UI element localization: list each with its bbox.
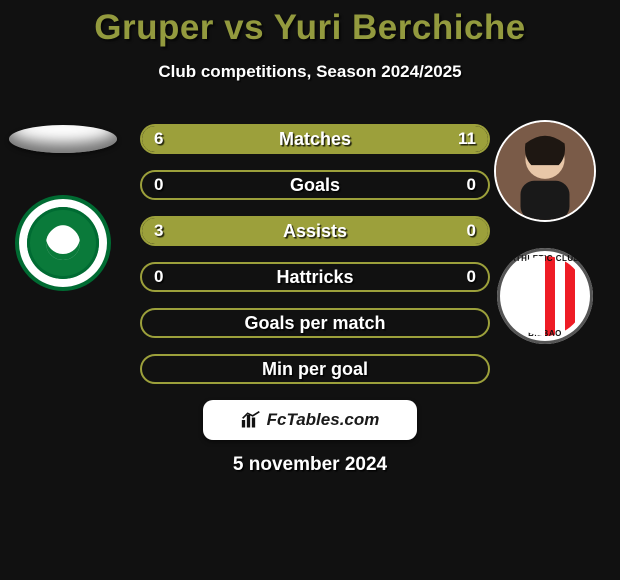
chart-icon	[241, 411, 261, 429]
club-right-bottom-text: BILBAO	[497, 329, 593, 338]
stat-bar: Goals per match	[140, 308, 490, 338]
stat-bar: Hattricks0 0	[140, 262, 490, 292]
stat-bar-label: Goals	[142, 175, 488, 196]
person-icon	[496, 121, 594, 221]
page-title: Gruper vs Yuri Berchiche	[0, 0, 620, 48]
stat-bar-label: Goals per match	[142, 313, 488, 334]
stat-value-left: 0	[154, 175, 163, 195]
page-subtitle: Club competitions, Season 2024/2025	[0, 62, 620, 82]
stat-value-right: 11	[458, 129, 476, 149]
infographic-date: 5 november 2024	[0, 454, 620, 476]
right-player-avatar	[494, 120, 596, 222]
right-club-badge: ATHLETIC CLUB BILBAO	[497, 248, 593, 344]
stat-bar: Assists30	[140, 216, 490, 246]
eagle-icon	[46, 226, 80, 260]
stat-value-left: 0	[154, 267, 163, 287]
stat-value-right: 0	[467, 175, 476, 195]
attribution-pill[interactable]: FcTables.com	[203, 400, 417, 440]
stat-value-left: 6	[154, 129, 163, 149]
stat-value-right: 0	[467, 221, 476, 241]
stat-bar: Min per goal	[140, 354, 490, 384]
stats-panel: Matches611Goals00Assists30Hattricks00Goa…	[140, 124, 490, 384]
attribution-label: FcTables.com	[267, 410, 380, 430]
stat-bar: Matches611	[140, 124, 490, 154]
left-player-column	[8, 120, 118, 291]
stat-value-right: 0	[467, 267, 476, 287]
left-player-avatar	[9, 125, 117, 153]
stat-bar-label: Min per goal	[142, 359, 488, 380]
stat-bar: Goals0 0	[140, 170, 490, 200]
stat-bar-label: Hattricks	[142, 267, 488, 288]
stat-bar-fill-left	[142, 218, 488, 244]
right-player-column: ATHLETIC CLUB BILBAO	[490, 120, 600, 344]
left-club-badge	[15, 195, 111, 291]
club-right-top-text: ATHLETIC CLUB	[497, 254, 593, 263]
stat-bar-fill-right	[263, 126, 488, 152]
stat-value-left: 3	[154, 221, 163, 241]
